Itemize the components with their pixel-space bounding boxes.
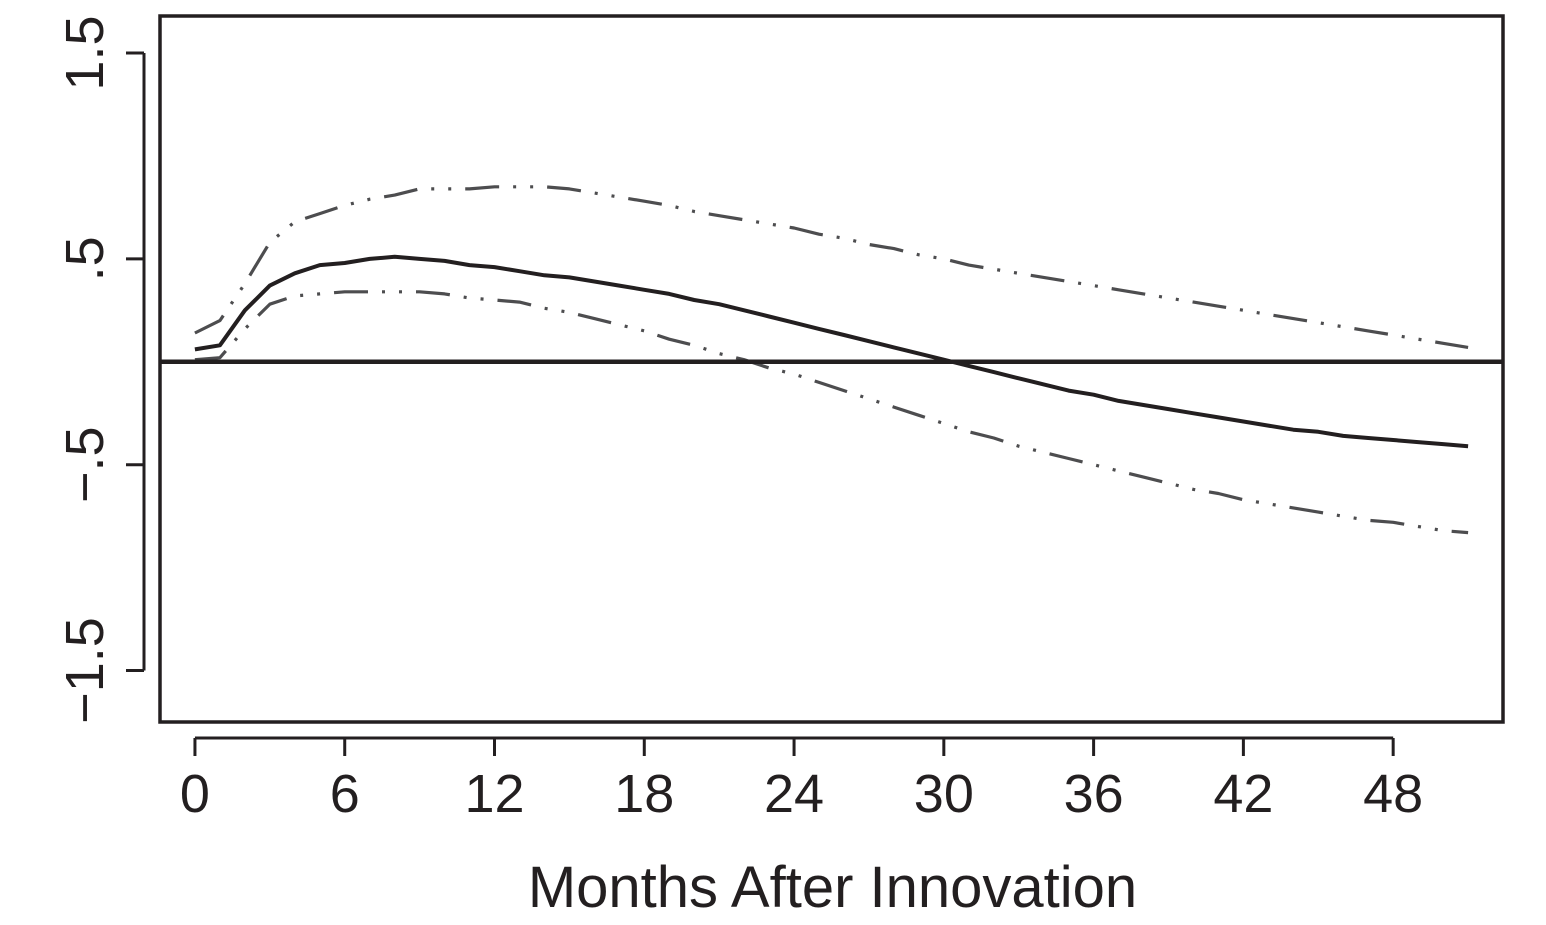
series-line-3 xyxy=(194,290,1469,535)
plot-frame xyxy=(158,14,1505,724)
x-tick-label: 30 xyxy=(914,764,974,824)
x-tick-label: 18 xyxy=(614,764,674,824)
y-axis: −1.5 −.5 .5 1.5 xyxy=(55,16,146,724)
series-line-2 xyxy=(194,185,1469,349)
series-line-1 xyxy=(194,254,1469,449)
x-axis: 0 6 12 18 24 30 36 42 48 xyxy=(180,736,1423,824)
x-tick-label: 6 xyxy=(330,764,360,824)
x-tick-label: 42 xyxy=(1213,764,1273,824)
y-tick-label: .5 xyxy=(55,236,115,281)
x-tick-label: 48 xyxy=(1363,764,1423,824)
x-tick-label: 36 xyxy=(1064,764,1124,824)
x-tick-label: 0 xyxy=(180,764,210,824)
y-tick-label: −1.5 xyxy=(55,617,115,724)
x-axis-title: Months After Innovation xyxy=(528,855,1137,920)
x-tick-label: 24 xyxy=(764,764,824,824)
y-tick-label: −.5 xyxy=(55,426,115,503)
x-tick-label: 12 xyxy=(464,764,524,824)
y-tick-label: 1.5 xyxy=(55,16,115,91)
plot-lines xyxy=(194,185,1469,535)
